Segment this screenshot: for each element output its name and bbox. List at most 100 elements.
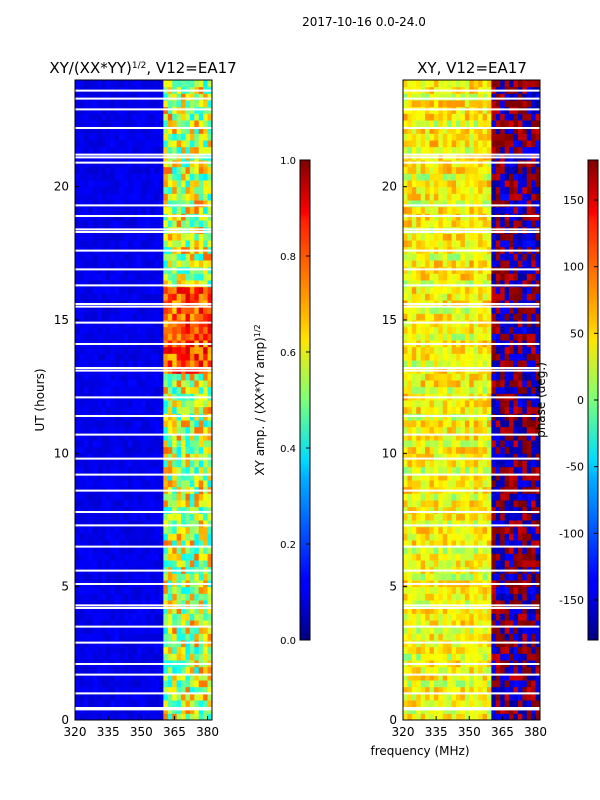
amp-cell <box>101 506 107 514</box>
amp-cell <box>145 100 151 108</box>
phase-cell <box>478 593 484 601</box>
amp-cell <box>145 240 151 248</box>
amp-cell <box>75 500 80 508</box>
amp-cell <box>105 293 111 301</box>
amp-cell <box>189 253 195 261</box>
amp-cell <box>203 373 209 381</box>
phase-cell <box>460 480 466 488</box>
phase-cell <box>420 626 426 634</box>
phase-cell <box>517 626 523 634</box>
amp-cell <box>176 120 182 128</box>
phase-cell <box>522 526 528 534</box>
amp-cell <box>185 380 191 388</box>
amp-cell <box>189 453 195 461</box>
phase-cell <box>482 553 488 561</box>
phase-cell <box>460 713 466 721</box>
amp-cell <box>150 293 156 301</box>
amp-cell <box>97 386 103 394</box>
amp-cell <box>128 446 133 454</box>
amp-cell <box>75 120 80 128</box>
phase-cell <box>425 593 431 601</box>
phase-cell <box>531 686 537 694</box>
amp-cell <box>203 686 209 694</box>
amp-cell <box>75 693 80 701</box>
phase-cell <box>403 673 408 681</box>
amp-cell <box>172 306 178 314</box>
amp-cell <box>181 553 186 561</box>
amp-cell <box>119 100 125 108</box>
amp-cell <box>123 553 129 561</box>
amp-cell <box>189 533 195 541</box>
amp-cell <box>141 466 147 474</box>
amp-ytick-label: 5 <box>61 580 69 594</box>
phase-cell <box>451 500 457 508</box>
phase-cell <box>403 620 408 628</box>
amp-cell <box>172 480 178 488</box>
phase-cell <box>504 533 510 541</box>
amp-cell <box>132 460 138 468</box>
amp-cell <box>172 440 178 448</box>
amp-cell <box>167 666 173 674</box>
amp-cell <box>167 293 173 301</box>
amp-cell <box>185 686 191 694</box>
amp-cell <box>114 200 120 208</box>
amp-cell <box>185 613 191 621</box>
amp-cell <box>181 133 186 141</box>
phase-cell <box>451 593 457 601</box>
amp-cell <box>114 493 120 501</box>
phase-cell <box>478 673 484 681</box>
amp-cell <box>132 433 138 441</box>
phase-cell <box>478 493 484 501</box>
phase-cell <box>420 493 426 501</box>
phase-cell <box>513 446 519 454</box>
amp-cell <box>141 433 147 441</box>
amp-cell <box>114 553 120 561</box>
amp-cell <box>97 493 103 501</box>
amp-cell <box>145 540 151 548</box>
phase-cell <box>429 386 435 394</box>
amp-cell <box>132 353 138 361</box>
amp-cell <box>207 666 213 674</box>
phase-cell <box>513 386 519 394</box>
phase-cell <box>403 426 408 434</box>
amp-cell <box>150 193 156 201</box>
phase-cell <box>469 313 475 321</box>
phase-cell <box>411 546 417 554</box>
phase-cell <box>425 613 431 621</box>
phase-cell <box>500 633 506 641</box>
amp-cell <box>101 593 107 601</box>
phase-cell <box>486 446 492 454</box>
amp-cell <box>136 346 142 354</box>
amp-cell <box>132 193 138 201</box>
phase-cell <box>411 346 417 354</box>
phase-cell <box>433 606 439 614</box>
phase-cell <box>513 673 519 681</box>
phase-cell <box>491 346 497 354</box>
amp-cell <box>88 653 94 661</box>
amp-cell <box>114 133 120 141</box>
amp-cell <box>114 653 120 661</box>
amp-cell <box>119 233 125 241</box>
amp-cell <box>141 406 147 414</box>
amp-cell <box>167 146 173 154</box>
amp-cell <box>185 546 191 554</box>
amp-cell <box>145 220 151 228</box>
phase-cell <box>478 540 484 548</box>
amp-cell <box>123 560 129 568</box>
phase-cell <box>411 433 417 441</box>
amp-cell <box>167 446 173 454</box>
phase-cell <box>504 400 510 408</box>
amp-cell <box>114 500 120 508</box>
amp-cell <box>181 253 186 261</box>
phase-cell <box>451 600 457 608</box>
amp-cell <box>105 113 111 121</box>
amp-cell <box>114 453 120 461</box>
phase-cell <box>407 493 413 501</box>
phase-cell <box>464 533 470 541</box>
phase-cell <box>491 553 497 561</box>
phase-cell <box>535 693 541 701</box>
phase-cell <box>425 400 431 408</box>
phase-cell <box>531 333 537 341</box>
phase-cell <box>438 653 444 661</box>
phase-cell <box>486 513 492 521</box>
